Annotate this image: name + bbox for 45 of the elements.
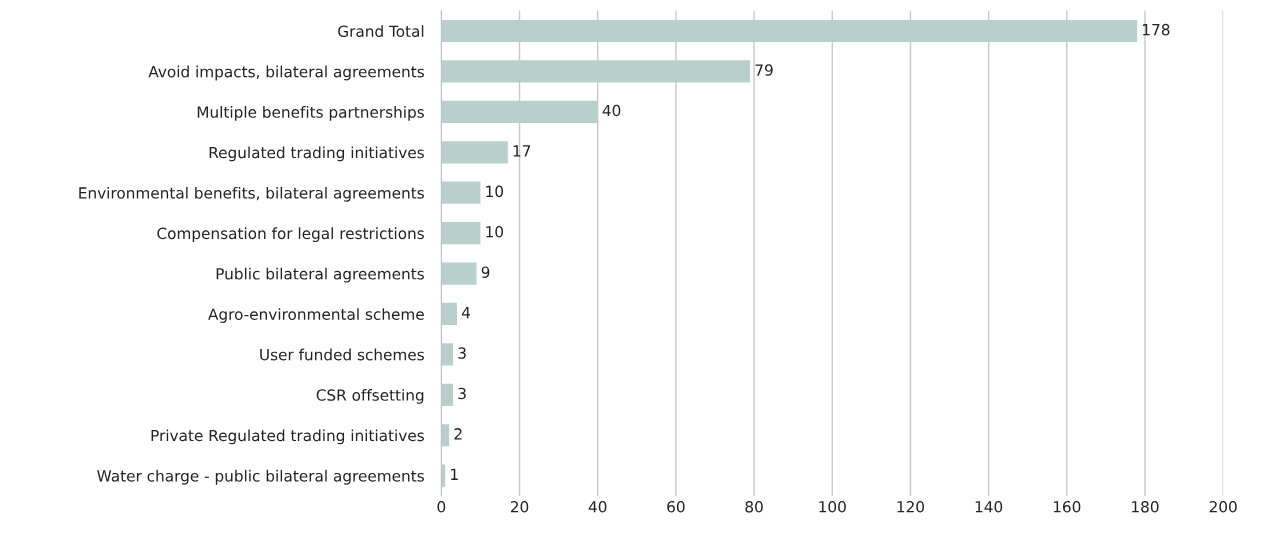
- y-tick-label: Avoid impacts, bilateral agreements: [148, 65, 424, 81]
- y-tick-label: Environmental benefits, bilateral agreements: [79, 186, 424, 202]
- y-tick-label: CSR offsetting: [316, 389, 424, 404]
- bar: [441, 302, 457, 326]
- bar: [441, 262, 477, 285]
- x-tick-label: 20: [510, 501, 529, 513]
- y-tick-label: User funded schemes: [260, 348, 424, 361]
- y-tick-label: Multiple benefits partnerships: [197, 106, 424, 121]
- x-tick-label: 60: [667, 501, 685, 513]
- y-tick-label: Private Regulated trading initiatives: [151, 429, 424, 445]
- bar: [441, 19, 1138, 43]
- x-tick-label: 120: [897, 501, 925, 513]
- bar: [441, 141, 508, 164]
- data-label: 40: [602, 104, 621, 117]
- data-label: 178: [1143, 23, 1170, 36]
- data-label: 79: [755, 64, 773, 76]
- x-tick-label: 140: [975, 501, 1003, 513]
- x-tick-label: 40: [588, 501, 607, 513]
- x-tick-label: 0: [437, 501, 446, 513]
- bar: [441, 343, 454, 366]
- data-label: 2: [454, 428, 462, 440]
- bar: [441, 100, 598, 123]
- bar: [441, 383, 454, 406]
- x-tick-label: 160: [1053, 501, 1081, 513]
- y-tick-label: Compensation for legal restrictions: [157, 227, 424, 243]
- data-label: 9: [481, 266, 490, 278]
- data-label: 17: [513, 145, 531, 157]
- x-tick-label: 200: [1209, 501, 1237, 513]
- data-label: 10: [486, 225, 504, 238]
- x-tick-label: 180: [1132, 501, 1159, 513]
- y-tick-label: Public bilateral agreements: [216, 267, 424, 283]
- data-label: 4: [461, 307, 471, 319]
- x-tick-label: 100: [819, 501, 846, 513]
- y-tick-label: Regulated trading initiatives: [209, 146, 424, 162]
- data-label: 10: [486, 185, 504, 198]
- bar: [441, 181, 481, 204]
- y-tick-label: Agro-environmental scheme: [208, 308, 424, 323]
- y-tick-label: Water charge - public bilateral agreements: [97, 469, 424, 485]
- data-label: 3: [458, 387, 466, 400]
- bar: [441, 222, 481, 245]
- data-label: 3: [458, 347, 466, 359]
- data-label: 1: [451, 468, 458, 480]
- bar: [441, 60, 751, 83]
- x-tick-label: 80: [745, 501, 763, 513]
- y-tick-label: Grand Total: [338, 25, 424, 38]
